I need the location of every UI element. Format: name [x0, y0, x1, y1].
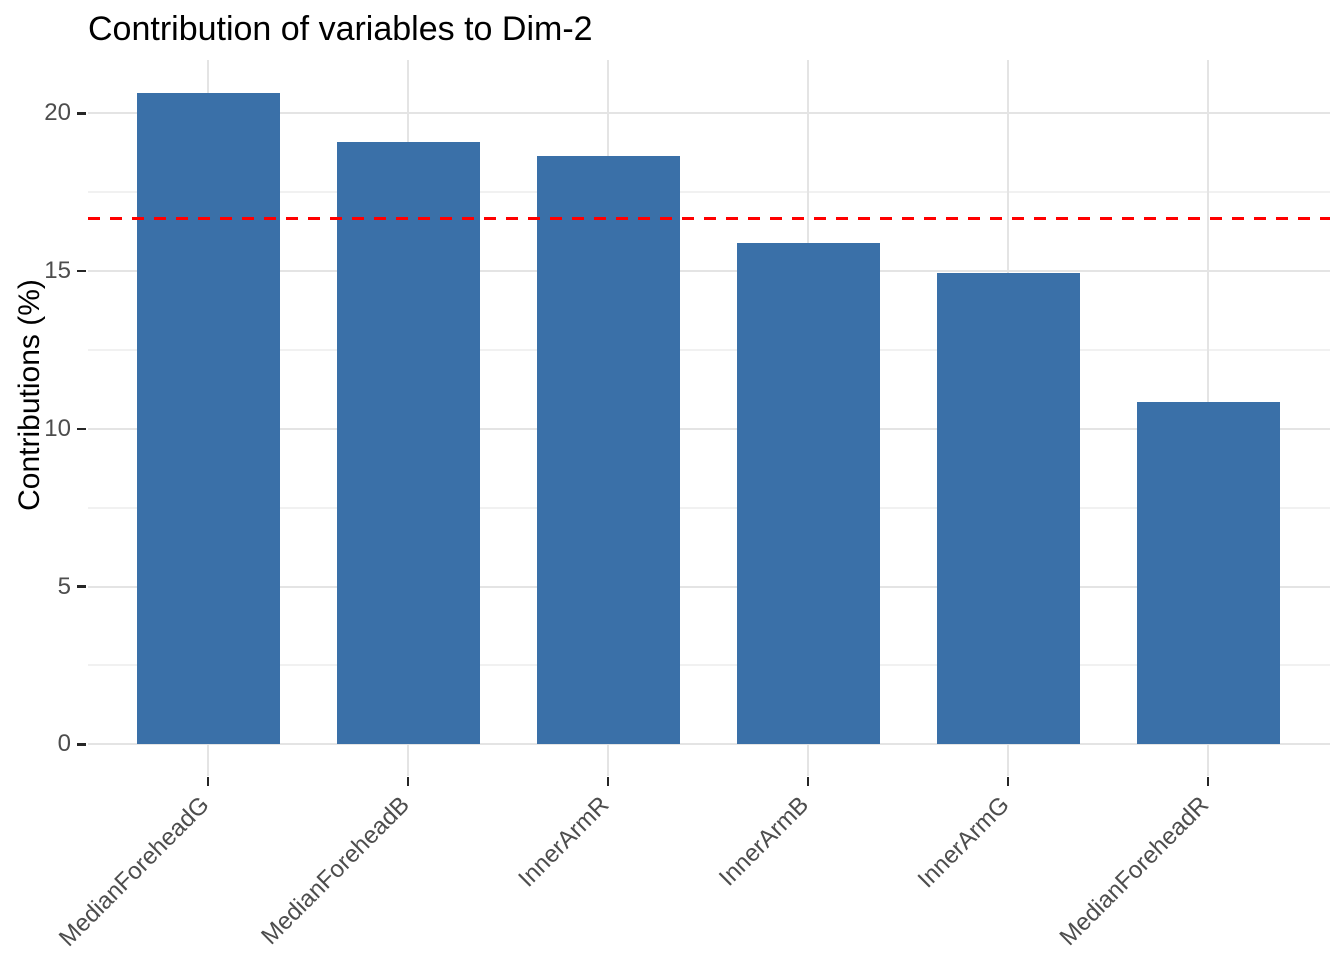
- y-axis-tick: [77, 112, 86, 115]
- x-axis-tick: [806, 777, 810, 786]
- h-major-gridline: [88, 743, 1330, 746]
- h-minor-gridline: [88, 664, 1330, 667]
- y-tick-label: 10: [44, 414, 71, 442]
- h-major-gridline: [88, 585, 1330, 588]
- bar: [936, 272, 1080, 745]
- reference-line: [88, 216, 1330, 220]
- x-tick-label: MedianForeheadB: [255, 791, 415, 951]
- plot-panel: [88, 60, 1330, 776]
- h-minor-gridline: [88, 506, 1330, 509]
- x-tick-label: InnerArmR: [513, 791, 615, 893]
- h-minor-gridline: [88, 191, 1330, 194]
- h-major-gridline: [88, 270, 1330, 273]
- x-axis-tick: [206, 777, 210, 786]
- bar: [1136, 401, 1280, 745]
- bar: [536, 155, 680, 745]
- x-axis-tick: [406, 777, 410, 786]
- h-major-gridline: [88, 112, 1330, 115]
- x-tick-label: InnerArmB: [714, 791, 815, 892]
- x-tick-label: InnerArmG: [912, 791, 1015, 894]
- y-axis-tick: [77, 269, 86, 273]
- y-axis-tick: [77, 427, 86, 431]
- y-tick-label: 0: [57, 730, 71, 758]
- x-tick-label: MedianForeheadG: [53, 791, 215, 952]
- y-tick-label: 5: [57, 572, 71, 600]
- y-axis-title: Contributions (%): [13, 279, 46, 511]
- bar: [136, 92, 280, 745]
- bar: [736, 242, 880, 745]
- x-tick-label: MedianForeheadR: [1054, 791, 1215, 951]
- x-axis-tick: [1206, 777, 1210, 786]
- y-axis-tick: [77, 743, 86, 746]
- h-minor-gridline: [88, 348, 1330, 351]
- y-tick-label: 20: [44, 99, 71, 127]
- y-axis-tick: [77, 585, 86, 588]
- h-major-gridline: [88, 427, 1330, 430]
- chart-title: Contribution of variables to Dim-2: [88, 10, 593, 48]
- x-axis-tick: [1006, 777, 1010, 786]
- x-axis-tick: [606, 777, 610, 786]
- y-tick-label: 15: [44, 257, 71, 285]
- bar: [336, 141, 480, 745]
